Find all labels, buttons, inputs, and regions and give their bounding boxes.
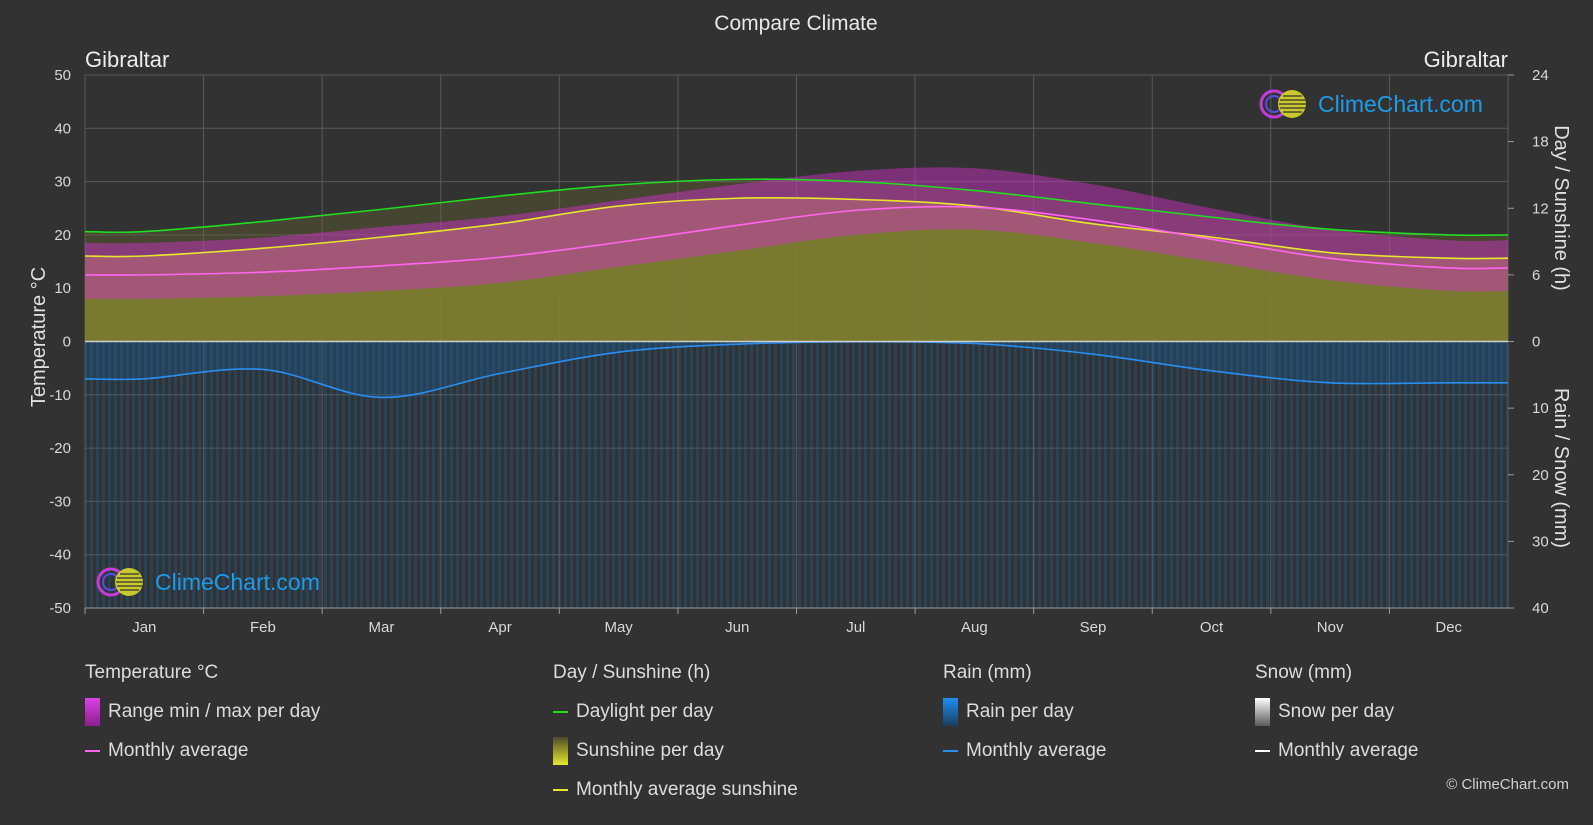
copyright: © ClimeChart.com bbox=[1446, 776, 1569, 793]
right-top-tick-label: 12 bbox=[1532, 200, 1549, 217]
right-bottom-tick-label: 40 bbox=[1532, 600, 1549, 617]
month-label: Feb bbox=[250, 619, 276, 636]
legend-rain-per-day-label: Rain per day bbox=[966, 701, 1074, 722]
temperature-average-line bbox=[84, 205, 1509, 276]
left-axis-label: Temperature °C bbox=[28, 267, 50, 407]
left-tick-label: -40 bbox=[49, 547, 71, 564]
month-label: Dec bbox=[1435, 619, 1462, 636]
left-tick-label: -30 bbox=[49, 493, 71, 510]
left-tick-label: 30 bbox=[54, 174, 71, 191]
month-label: Jun bbox=[725, 619, 749, 636]
daylight-area bbox=[85, 179, 1508, 342]
clime-logo-icon bbox=[1259, 89, 1306, 119]
rain-average-line bbox=[84, 340, 1508, 399]
left-tick-label: -10 bbox=[49, 387, 71, 404]
legend-sunshine-avg-label: Monthly average sunshine bbox=[576, 779, 798, 800]
right-axis-top-label: Day / Sunshine (h) bbox=[1550, 125, 1572, 291]
daylight-swatch bbox=[553, 711, 568, 713]
right-bottom-tick-label: 30 bbox=[1532, 533, 1549, 550]
right-bottom-tick-label: 20 bbox=[1532, 467, 1549, 484]
left-tick-label: -20 bbox=[49, 440, 71, 457]
month-label: Oct bbox=[1200, 619, 1224, 636]
temperature-range-band bbox=[85, 167, 1508, 300]
month-label: Mar bbox=[369, 619, 395, 636]
legend-sun: Day / Sunshine (h) Daylight per day Suns… bbox=[553, 662, 798, 818]
chart-title: Compare Climate bbox=[714, 12, 877, 35]
location-left: Gibraltar bbox=[85, 47, 169, 72]
logo-top: ClimeChart.com bbox=[1258, 88, 1483, 120]
legend-rain-avg: Monthly average bbox=[943, 740, 1106, 762]
rain-average-area bbox=[85, 341, 1508, 398]
right-bottom-tick-label: 10 bbox=[1532, 400, 1549, 417]
snow-avg-swatch bbox=[1255, 750, 1270, 752]
clime-logo-icon bbox=[96, 567, 143, 597]
legend-snow-per-day-label: Snow per day bbox=[1278, 701, 1395, 722]
legend-temp-avg-label: Monthly average bbox=[108, 740, 249, 761]
legend-sunshine-label: Sunshine per day bbox=[576, 740, 724, 761]
logo-text: ClimeChart.com bbox=[155, 568, 320, 595]
left-tick-label: 0 bbox=[63, 334, 71, 351]
legend-daylight: Daylight per day bbox=[553, 701, 798, 723]
right-top-tick-label: 6 bbox=[1532, 267, 1540, 284]
logo-text: ClimeChart.com bbox=[1318, 90, 1483, 117]
legend-daylight-label: Daylight per day bbox=[576, 701, 714, 722]
rain-per-day-bars bbox=[85, 341, 1508, 608]
rain-swatch bbox=[943, 698, 958, 726]
rain-avg-swatch bbox=[943, 750, 958, 752]
legend-temp-range-label: Range min / max per day bbox=[108, 701, 321, 722]
right-top-tick-label: 0 bbox=[1532, 334, 1540, 351]
legend-rain-avg-label: Monthly average bbox=[966, 740, 1107, 761]
month-label: Nov bbox=[1317, 619, 1344, 636]
location-right: Gibraltar bbox=[1424, 47, 1508, 72]
right-top-tick-label: 24 bbox=[1532, 67, 1549, 84]
sunshine-area bbox=[85, 197, 1508, 342]
legend-snow-per-day: Snow per day bbox=[1255, 698, 1418, 726]
month-label: Sep bbox=[1080, 619, 1107, 636]
left-tick-label: 20 bbox=[54, 227, 71, 244]
legend-snow-avg-label: Monthly average bbox=[1278, 740, 1419, 761]
left-tick-label: 40 bbox=[54, 120, 71, 137]
legend-rain: Rain (mm) Rain per day Monthly average bbox=[943, 662, 1106, 779]
legend-temp-avg: Monthly average bbox=[85, 740, 320, 762]
legend-temperature: Temperature °C Range min / max per day M… bbox=[85, 662, 320, 779]
daylight-line bbox=[84, 178, 1509, 237]
temp-range-swatch bbox=[85, 698, 100, 726]
legend-sunshine-avg: Monthly average sunshine bbox=[553, 779, 798, 801]
month-label: May bbox=[604, 619, 633, 636]
left-tick-label: -50 bbox=[49, 600, 71, 617]
month-label: Aug bbox=[961, 619, 988, 636]
legend-rain-title: Rain (mm) bbox=[943, 662, 1032, 683]
climate-chart: Compare Climate Gibraltar Gibraltar Temp… bbox=[28, 12, 1572, 636]
legend-rain-per-day: Rain per day bbox=[943, 698, 1106, 726]
right-axis-bottom-label: Rain / Snow (mm) bbox=[1550, 388, 1572, 548]
temp-avg-swatch bbox=[85, 750, 100, 752]
legend-temp-range: Range min / max per day bbox=[85, 698, 321, 726]
legend-sun-title: Day / Sunshine (h) bbox=[553, 662, 711, 683]
legend-sunshine: Sunshine per day bbox=[553, 737, 798, 765]
month-label: Jan bbox=[132, 619, 156, 636]
month-label: Apr bbox=[488, 619, 511, 636]
right-top-tick-label: 18 bbox=[1532, 134, 1549, 151]
legend-snow-title: Snow (mm) bbox=[1255, 662, 1353, 683]
left-tick-label: 50 bbox=[54, 67, 71, 84]
legend-snow: Snow (mm) Snow per day Monthly average bbox=[1255, 662, 1418, 779]
sunshine-swatch bbox=[553, 737, 568, 765]
snow-swatch bbox=[1255, 698, 1270, 726]
sunshine-average-line bbox=[84, 196, 1509, 260]
legend-temperature-title: Temperature °C bbox=[85, 662, 219, 683]
month-label: Jul bbox=[846, 619, 865, 636]
sunshine-avg-swatch bbox=[553, 789, 568, 791]
legend-snow-avg: Monthly average bbox=[1255, 740, 1418, 762]
left-tick-label: 10 bbox=[54, 280, 71, 297]
logo-bottom: ClimeChart.com bbox=[95, 566, 320, 598]
